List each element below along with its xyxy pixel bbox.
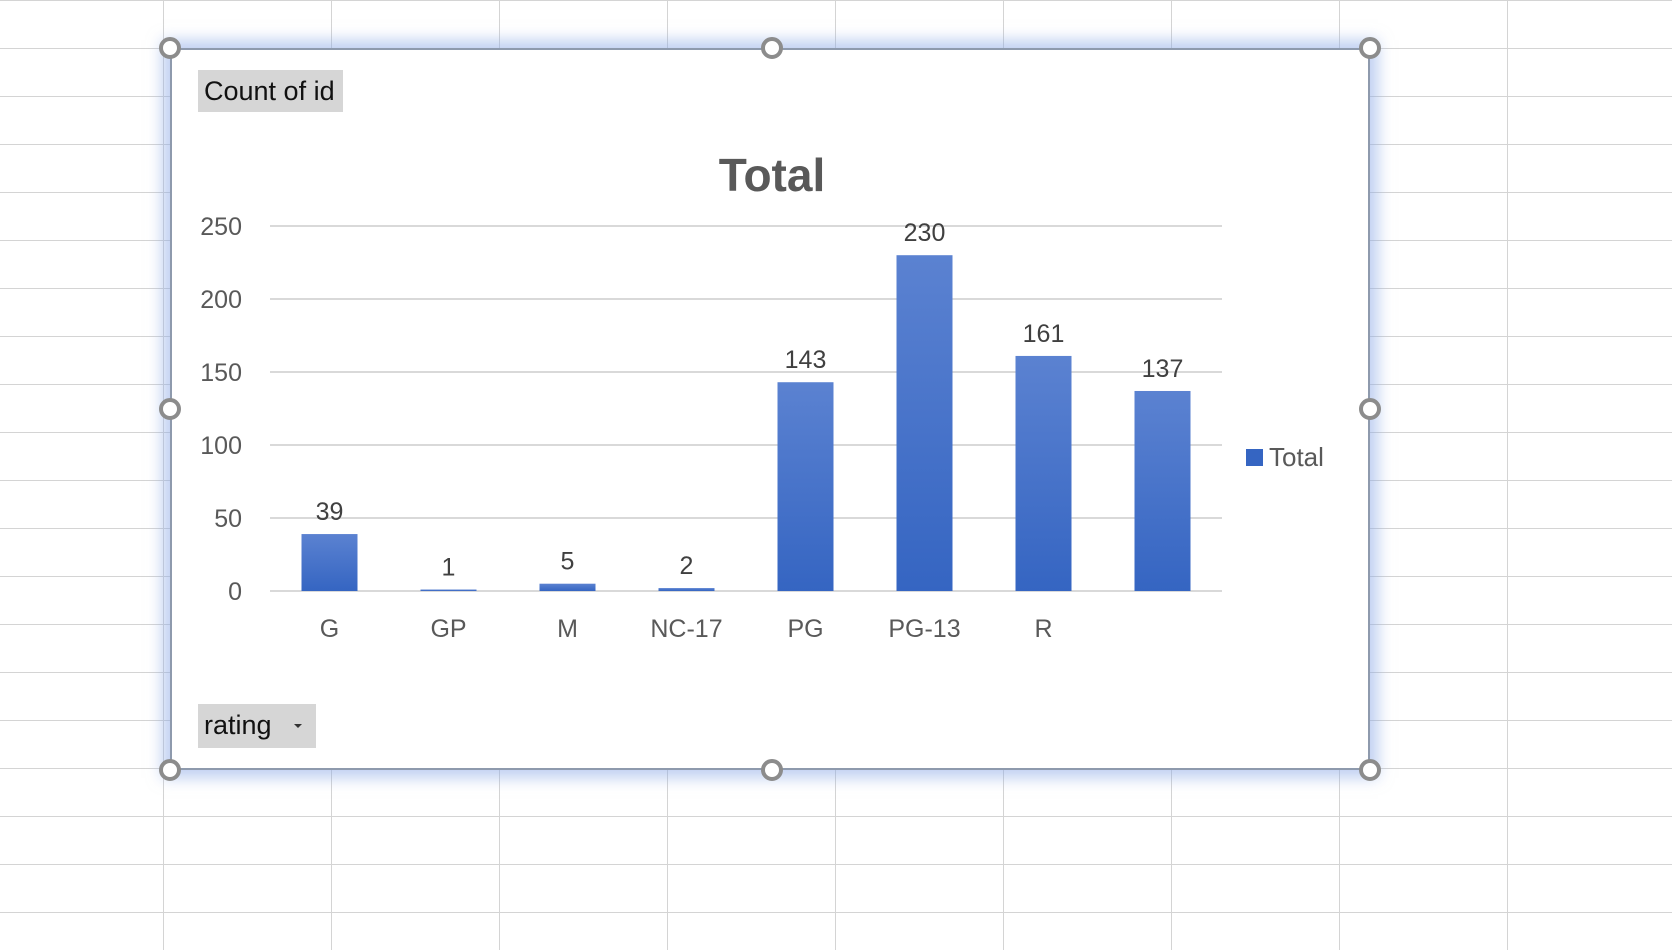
data-label[interactable]: 2	[680, 552, 694, 580]
x-tick-label: R	[1034, 615, 1052, 643]
resize-handle-top-left[interactable]	[159, 37, 181, 59]
x-tick-label: PG-13	[888, 615, 960, 643]
y-tick-label: 200	[200, 286, 242, 314]
y-tick-label: 150	[200, 359, 242, 387]
resize-handle-middle-left[interactable]	[159, 398, 181, 420]
x-tick-label: G	[320, 615, 339, 643]
data-label[interactable]: 137	[1142, 355, 1184, 383]
data-label[interactable]: 1	[442, 554, 456, 582]
x-axis: G GP M NC-17 PG PG-13 R	[320, 615, 1053, 643]
bar[interactable]	[301, 534, 358, 591]
bar[interactable]	[1134, 390, 1191, 591]
bar[interactable]	[658, 588, 715, 591]
rating-field-button[interactable]: rating	[198, 704, 316, 748]
resize-handle-middle-right[interactable]	[1359, 398, 1381, 420]
x-tick-label: GP	[430, 615, 466, 643]
resize-handle-top-right[interactable]	[1359, 37, 1381, 59]
y-tick-label: 100	[200, 432, 242, 460]
y-tick-label: 50	[214, 505, 242, 533]
plot-area[interactable]: 0 50 100 150 200 250 39 1 5 2 143 230 161 137 G GP M NC…	[172, 50, 1372, 772]
data-label[interactable]: 230	[904, 219, 946, 247]
x-tick-label: M	[557, 615, 578, 643]
resize-handle-bottom-center[interactable]	[761, 759, 783, 781]
data-label[interactable]: 143	[785, 346, 827, 374]
chart-legend[interactable]: Total	[1246, 442, 1324, 473]
data-label[interactable]: 39	[316, 498, 344, 526]
bar-series[interactable]	[301, 255, 1191, 591]
bar[interactable]	[420, 589, 477, 591]
x-tick-label: NC-17	[650, 615, 722, 643]
rating-field-label: rating	[204, 710, 272, 740]
bar[interactable]	[1015, 355, 1072, 591]
y-axis: 0 50 100 150 200 250	[200, 213, 242, 606]
x-tick-label: PG	[787, 615, 823, 643]
data-label[interactable]: 5	[561, 548, 575, 576]
legend-label: Total	[1269, 442, 1324, 472]
dropdown-arrow-icon[interactable]	[294, 724, 302, 728]
gridlines	[270, 225, 1222, 592]
data-labels[interactable]: 39 1 5 2 143 230 161 137	[316, 219, 1184, 581]
legend-swatch	[1246, 449, 1263, 466]
value-field-button[interactable]: Count of id	[198, 70, 343, 112]
bar[interactable]	[539, 583, 596, 591]
y-tick-label: 250	[200, 213, 242, 241]
pivot-chart[interactable]: Count of id Total 0 50 100 150 200 250 39 1 5 2 1…	[159, 37, 1381, 781]
resize-handle-bottom-left[interactable]	[159, 759, 181, 781]
bar[interactable]	[777, 382, 834, 591]
y-tick-label: 0	[228, 578, 242, 606]
chart-title[interactable]: Total	[718, 149, 826, 201]
bar[interactable]	[896, 255, 953, 591]
resize-handle-bottom-right[interactable]	[1359, 759, 1381, 781]
resize-handle-top-center[interactable]	[761, 37, 783, 59]
data-label[interactable]: 161	[1023, 320, 1065, 348]
